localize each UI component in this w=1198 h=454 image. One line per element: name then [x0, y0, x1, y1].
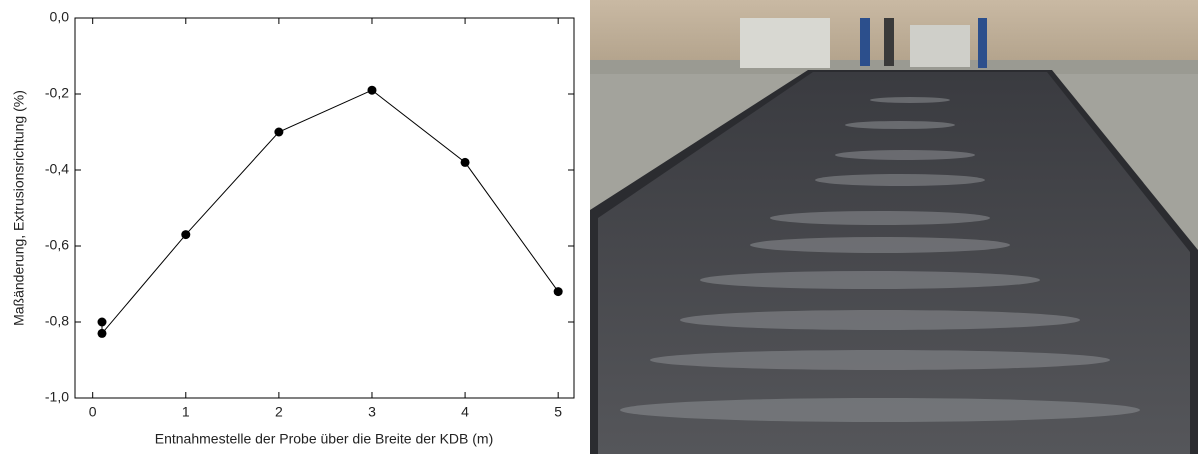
x-tick-label: 3	[368, 404, 376, 420]
y-tick-label: -0,2	[45, 85, 69, 101]
x-tick-label: 0	[89, 404, 97, 420]
figure: Maßänderung, Extrusionsrichtung (%) Entn…	[0, 0, 1198, 454]
data-point	[97, 329, 106, 338]
data-point	[97, 318, 106, 327]
data-point	[274, 128, 283, 137]
plot-frame	[75, 18, 574, 398]
y-tick-label: 0,0	[50, 9, 70, 25]
photo	[590, 0, 1198, 454]
data-line	[102, 90, 558, 333]
x-tick-label: 2	[275, 404, 283, 420]
x-tick-label: 1	[182, 404, 190, 420]
data-point	[461, 158, 470, 167]
data-point	[181, 230, 190, 239]
x-tick-label: 4	[461, 404, 469, 420]
x-tick-label: 5	[554, 404, 562, 420]
y-tick-label: -0,8	[45, 313, 69, 329]
y-tick-label: -0,4	[45, 161, 69, 177]
y-axis-label: Maßänderung, Extrusionsrichtung (%)	[11, 90, 27, 326]
y-tick-label: -0,6	[45, 237, 69, 253]
x-axis-label: Entnahmestelle der Probe über die Breite…	[155, 431, 494, 447]
data-point	[554, 287, 563, 296]
y-tick-label: -1,0	[45, 389, 69, 405]
data-point	[367, 86, 376, 95]
